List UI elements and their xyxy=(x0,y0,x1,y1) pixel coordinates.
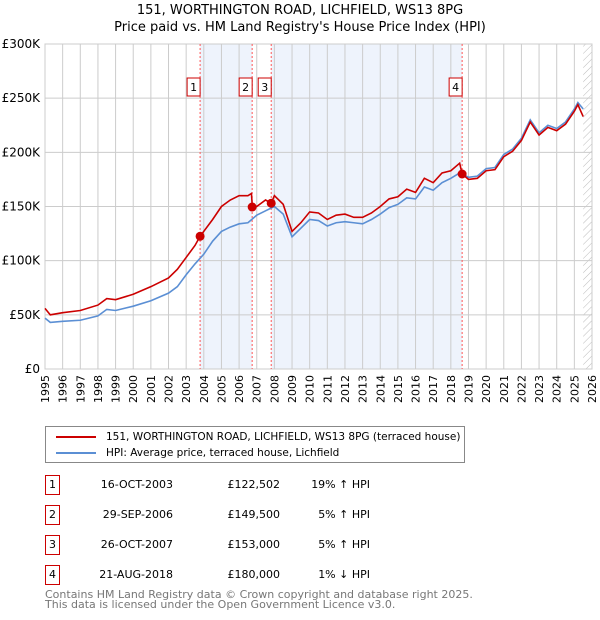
x-tick-label: 2018 xyxy=(445,375,458,403)
sale-date: 26-OCT-2007 xyxy=(100,538,173,551)
price-paid-line xyxy=(44,102,584,316)
sale-price: £149,500 xyxy=(227,508,281,521)
x-tick-label: 2014 xyxy=(374,375,387,403)
x-tick-label: 2012 xyxy=(339,375,352,403)
x-tick-label: 2016 xyxy=(410,375,423,403)
x-tick-label: 2006 xyxy=(233,375,246,403)
y-tick-label: £250K xyxy=(2,91,42,105)
sale-marker-label: 3 xyxy=(45,535,60,555)
y-tick-label: £200K xyxy=(2,145,42,159)
x-tick-label: 1998 xyxy=(92,375,105,403)
y-tick-label: £0 xyxy=(25,362,40,376)
x-tick-label: 2025 xyxy=(568,375,581,403)
sale-row: 1 16-OCT-2003 £122,502 19% ↑ HPI xyxy=(45,475,445,495)
sale-marker-label: 2 xyxy=(45,505,60,525)
x-tick-label: 2013 xyxy=(357,375,370,403)
sale-marker-box xyxy=(257,77,272,97)
x-tick-label: 1996 xyxy=(57,375,70,403)
x-tick-label: 2003 xyxy=(180,375,193,403)
sale-price: £180,000 xyxy=(227,568,281,581)
y-tick-label: £100K xyxy=(2,254,42,268)
x-tick-label: 2026 xyxy=(586,375,599,403)
sale-row: 3 26-OCT-2007 £153,000 5% ↑ HPI xyxy=(45,535,445,555)
y-tick-label: £150K xyxy=(2,200,42,214)
sale-hpi-diff: 19% ↑ HPI xyxy=(311,478,370,491)
sale-row: 4 21-AUG-2018 £180,000 1% ↓ HPI xyxy=(45,565,445,585)
sale-hpi-diff: 5% ↑ HPI xyxy=(318,508,370,521)
x-tick-label: 2021 xyxy=(498,375,511,403)
x-tick-label: 2008 xyxy=(268,375,281,403)
sale-marker-label: 1 xyxy=(190,81,197,94)
legend-label: 151, WORTHINGTON ROAD, LICHFIELD, WS13 8… xyxy=(106,431,461,443)
sale-point xyxy=(247,202,257,212)
blue-line-swatch xyxy=(56,452,96,454)
x-tick-label: 2015 xyxy=(392,375,405,403)
sale-hpi-diff: 5% ↑ HPI xyxy=(318,538,370,551)
x-tick-label: 2022 xyxy=(515,375,528,403)
x-tick-label: 1995 xyxy=(39,375,52,403)
footer-line: This data is licensed under the Open Gov… xyxy=(45,598,396,611)
y-tick-label: £50K xyxy=(9,308,41,322)
sale-hpi-diff: 1% ↓ HPI xyxy=(318,568,370,581)
y-tick-label: £300K xyxy=(2,37,42,51)
x-tick-label: 2009 xyxy=(286,375,299,403)
sale-marker-label: 3 xyxy=(261,81,268,94)
legend-item-hpi: HPI: Average price, terraced house, Lich… xyxy=(56,447,339,459)
chart-subtitle: Price paid vs. HM Land Registry's House … xyxy=(114,20,486,35)
footer-line: Contains HM Land Registry data © Crown c… xyxy=(45,588,473,601)
sale-marker-label: 4 xyxy=(45,565,60,585)
sale-marker-box xyxy=(238,77,253,97)
legend-item-property: 151, WORTHINGTON ROAD, LICHFIELD, WS13 8… xyxy=(56,431,460,443)
x-tick-label: 2023 xyxy=(533,375,546,403)
x-tick-label: 1997 xyxy=(74,375,87,403)
red-line-swatch xyxy=(56,436,96,438)
sale-marker-label: 4 xyxy=(452,81,459,94)
sale-date: 29-SEP-2006 xyxy=(102,508,173,521)
sale-price: £153,000 xyxy=(227,538,281,551)
legend: 151, WORTHINGTON ROAD, LICHFIELD, WS13 8… xyxy=(45,426,465,463)
x-tick-label: 2010 xyxy=(304,375,317,403)
sale-point xyxy=(266,198,276,208)
footer: Contains HM Land Registry data © Crown c… xyxy=(45,588,473,611)
sale-date: 21-AUG-2018 xyxy=(99,568,173,581)
x-tick-label: 2005 xyxy=(215,375,228,403)
sale-price: £122,502 xyxy=(227,478,281,491)
x-tick-label: 2017 xyxy=(427,375,440,403)
plot-border xyxy=(44,43,593,370)
sale-point xyxy=(195,231,205,241)
x-tick-label: 2000 xyxy=(127,375,140,403)
sale-marker-label: 2 xyxy=(242,81,249,94)
sale-marker-box xyxy=(186,77,201,97)
sale-date: 16-OCT-2003 xyxy=(100,478,173,491)
x-tick-label: 2019 xyxy=(462,375,475,403)
x-tick-label: 2020 xyxy=(480,375,493,403)
x-tick-label: 1999 xyxy=(110,375,123,403)
x-tick-label: 2024 xyxy=(551,375,564,403)
hpi-line xyxy=(44,101,584,324)
sale-marker-label: 1 xyxy=(45,475,60,495)
x-tick-label: 2004 xyxy=(198,375,211,403)
sale-point xyxy=(457,169,467,179)
chart-title: 151, WORTHINGTON ROAD, LICHFIELD, WS13 8… xyxy=(136,3,464,18)
legend-label: HPI: Average price, terraced house, Lich… xyxy=(106,447,340,459)
sale-row: 2 29-SEP-2006 £149,500 5% ↑ HPI xyxy=(45,505,445,525)
x-tick-label: 2011 xyxy=(321,375,334,403)
x-tick-label: 2007 xyxy=(251,375,264,403)
sale-marker-box xyxy=(448,77,463,97)
price-chart: 1995 1996 1997 1998 1999 2000 2001 2002 2003 2004… xyxy=(2,37,599,403)
x-tick-label: 2002 xyxy=(163,375,176,403)
x-tick-label: 2001 xyxy=(145,375,158,403)
